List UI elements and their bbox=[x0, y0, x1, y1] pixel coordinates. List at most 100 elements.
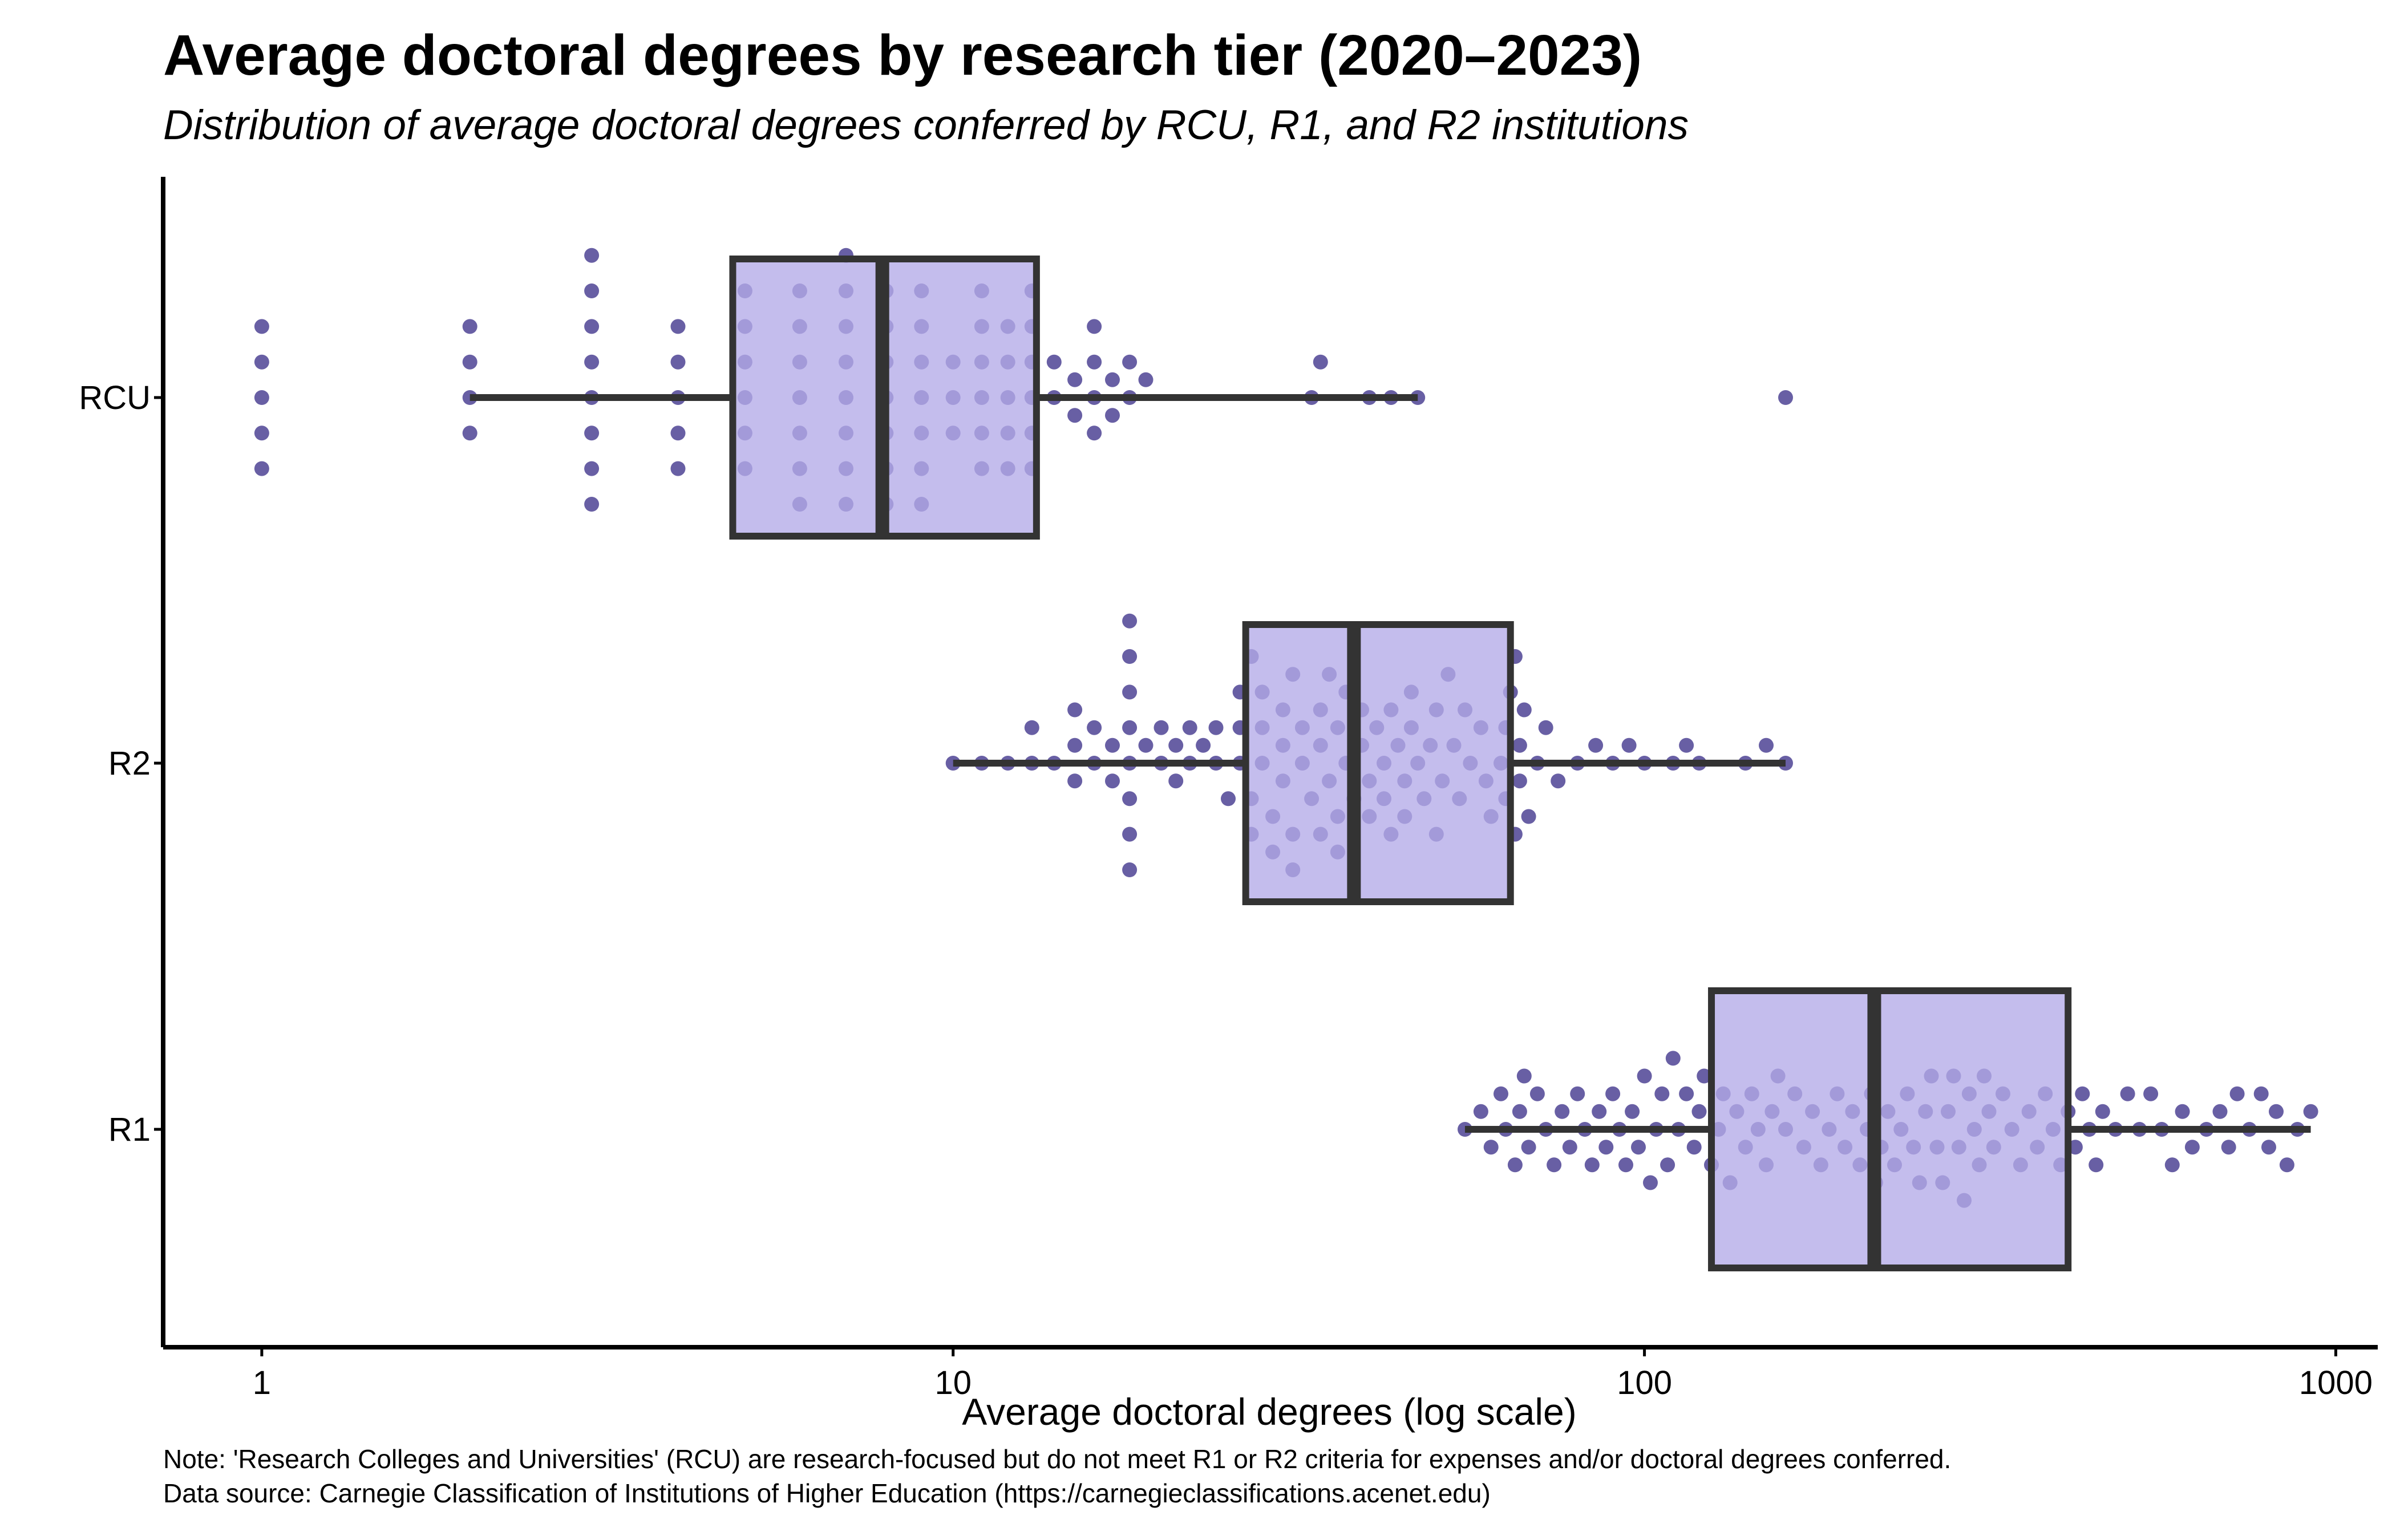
data-point-r2 bbox=[1221, 791, 1236, 807]
data-point-r1 bbox=[1637, 1068, 1652, 1084]
data-point-r2 bbox=[1182, 720, 1197, 735]
data-point-r1 bbox=[1605, 1086, 1621, 1101]
data-point-r2 bbox=[1154, 720, 1169, 735]
data-point-r2 bbox=[1122, 791, 1138, 807]
data-point-r2 bbox=[1024, 720, 1039, 735]
data-point-rcu bbox=[254, 319, 269, 334]
data-point-r2 bbox=[1512, 737, 1527, 753]
data-point-rcu bbox=[1087, 319, 1102, 334]
box-layer bbox=[470, 256, 2311, 1271]
data-point-r2 bbox=[1067, 737, 1083, 753]
data-point-r2 bbox=[1778, 756, 1793, 771]
chart-note: Note: 'Research Colleges and Universitie… bbox=[163, 1442, 1951, 1510]
data-point-r1 bbox=[2261, 1140, 2276, 1155]
data-point-r1 bbox=[1592, 1104, 1607, 1119]
data-point-rcu bbox=[1105, 408, 1120, 423]
data-point-r1 bbox=[2229, 1086, 2245, 1101]
data-point-r2 bbox=[1512, 773, 1527, 789]
note-line: Note: 'Research Colleges and Universitie… bbox=[163, 1444, 1952, 1474]
y-tick-label: R2 bbox=[108, 745, 151, 782]
data-point-r1 bbox=[1494, 1086, 1508, 1101]
data-point-r1 bbox=[2269, 1104, 2284, 1119]
data-point-r1 bbox=[1691, 1104, 1707, 1119]
data-point-r1 bbox=[2221, 1140, 2236, 1155]
data-point-rcu bbox=[670, 354, 686, 370]
data-point-r1 bbox=[2212, 1104, 2228, 1119]
data-point-r2 bbox=[1122, 649, 1138, 664]
data-point-r2 bbox=[1122, 613, 1138, 629]
data-point-r1 bbox=[2164, 1157, 2180, 1173]
data-point-rcu bbox=[584, 461, 600, 476]
x-tick-label: 1 bbox=[253, 1364, 271, 1401]
data-point-rcu bbox=[254, 390, 269, 405]
data-point-r1 bbox=[1643, 1175, 1658, 1190]
data-point-r2 bbox=[1588, 737, 1604, 753]
data-point-rcu bbox=[1087, 354, 1102, 370]
data-point-r1 bbox=[1660, 1157, 1675, 1173]
data-point-r2 bbox=[1196, 737, 1211, 753]
data-point-r2 bbox=[1168, 773, 1184, 789]
data-point-r1 bbox=[1547, 1157, 1562, 1173]
data-point-r1 bbox=[2067, 1140, 2083, 1155]
data-point-rcu bbox=[1105, 372, 1120, 387]
data-point-r1 bbox=[2184, 1140, 2200, 1155]
data-point-r2 bbox=[1759, 737, 1774, 753]
data-point-r2 bbox=[1621, 737, 1637, 753]
data-point-rcu bbox=[254, 425, 269, 441]
data-point-rcu bbox=[670, 319, 686, 334]
data-point-r1 bbox=[1618, 1157, 1633, 1173]
data-point-rcu bbox=[462, 319, 477, 334]
data-point-r2 bbox=[1122, 684, 1138, 700]
data-point-r2 bbox=[1067, 773, 1083, 789]
data-point-rcu bbox=[1067, 372, 1083, 387]
data-point-r1 bbox=[2095, 1104, 2110, 1119]
data-point-rcu bbox=[670, 425, 686, 441]
data-point-r2 bbox=[1105, 773, 1120, 789]
data-point-rcu bbox=[254, 461, 269, 476]
data-point-r1 bbox=[2279, 1157, 2294, 1173]
source-line: Data source: Carnegie Classification of … bbox=[163, 1478, 1491, 1508]
data-point-r1 bbox=[2075, 1086, 2090, 1101]
data-point-r1 bbox=[1562, 1140, 1577, 1155]
data-point-r1 bbox=[1584, 1157, 1600, 1173]
data-point-rcu bbox=[584, 319, 600, 334]
data-point-r2 bbox=[1516, 702, 1532, 718]
data-point-r1 bbox=[1625, 1104, 1640, 1119]
data-point-r1 bbox=[1516, 1068, 1532, 1084]
box-r1 bbox=[1708, 987, 2072, 1271]
data-point-r2 bbox=[1679, 737, 1694, 753]
data-point-r1 bbox=[2120, 1086, 2135, 1101]
data-point-r1 bbox=[1686, 1140, 1702, 1155]
data-point-r2 bbox=[1122, 720, 1138, 735]
data-point-rcu bbox=[1046, 354, 1062, 370]
box-r2 bbox=[1242, 621, 1514, 905]
data-point-r1 bbox=[1679, 1086, 1694, 1101]
data-point-r2 bbox=[945, 756, 961, 771]
data-point-r2 bbox=[1105, 737, 1120, 753]
data-point-r2 bbox=[1122, 862, 1138, 877]
data-point-rcu bbox=[584, 283, 600, 298]
x-tick-label: 1000 bbox=[2299, 1364, 2373, 1401]
y-tick-label: RCU bbox=[79, 379, 151, 416]
data-point-r1 bbox=[1473, 1104, 1488, 1119]
data-point-r2 bbox=[1168, 737, 1184, 753]
x-tick-label: 100 bbox=[1617, 1364, 1672, 1401]
x-axis-title: Average doctoral degrees (log scale) bbox=[962, 1391, 1576, 1433]
data-point-r2 bbox=[1138, 737, 1154, 753]
chart-subtitle: Distribution of average doctoral degrees… bbox=[163, 102, 1689, 148]
data-point-rcu bbox=[1138, 372, 1154, 387]
data-point-r1 bbox=[1521, 1140, 1536, 1155]
axis-layer: 1 10 100 1000 RCU R2 R1 bbox=[79, 177, 2378, 1401]
data-point-r1 bbox=[1507, 1157, 1523, 1173]
data-point-r2 bbox=[1087, 720, 1102, 735]
data-point-r1 bbox=[1529, 1086, 1545, 1101]
data-point-rcu bbox=[462, 354, 477, 370]
data-point-r1 bbox=[2175, 1104, 2190, 1119]
data-point-rcu bbox=[584, 425, 600, 441]
data-point-rcu bbox=[1313, 354, 1328, 370]
data-point-r1 bbox=[2253, 1086, 2269, 1101]
data-point-rcu bbox=[584, 354, 600, 370]
data-point-r2 bbox=[1521, 809, 1536, 824]
data-point-rcu bbox=[254, 354, 269, 370]
